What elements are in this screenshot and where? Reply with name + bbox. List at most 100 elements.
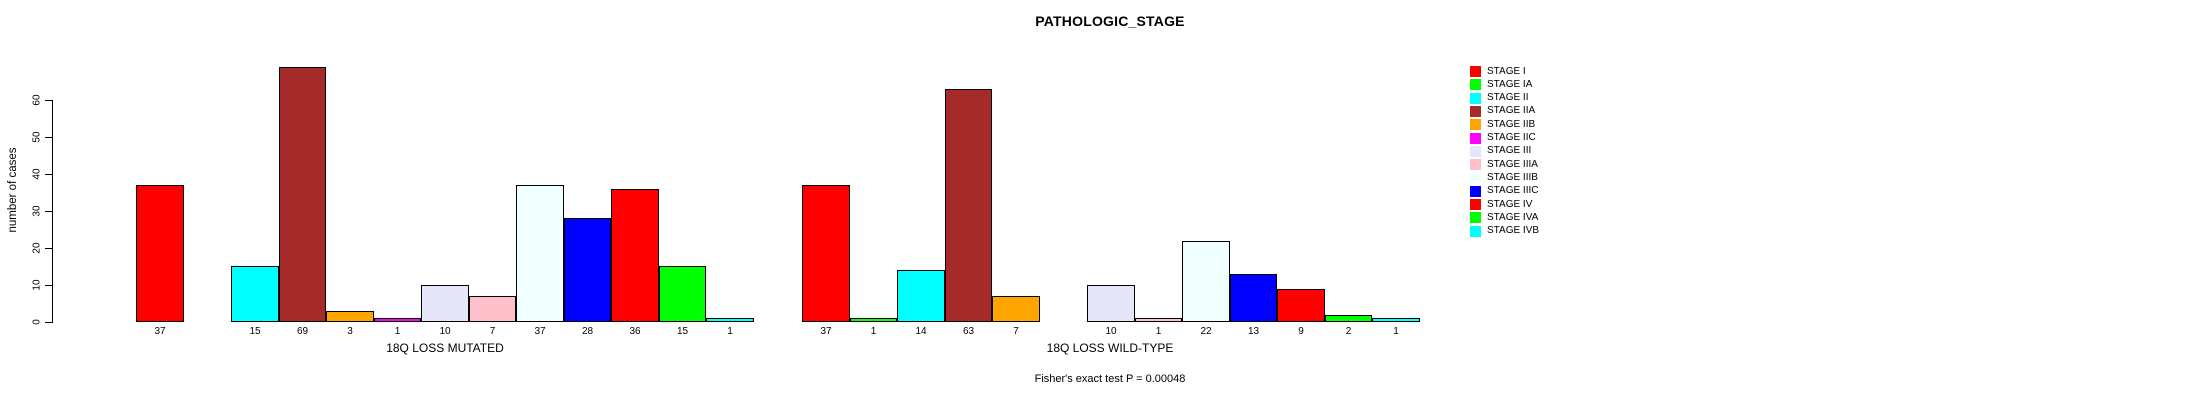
legend-item-stage-ii: STAGE II: [1470, 92, 1529, 104]
bar-value-label: 69: [296, 326, 309, 337]
legend-swatch: [1470, 212, 1481, 224]
bar-value-label: 3: [347, 326, 353, 337]
bar-stage-iiic: [563, 218, 611, 322]
legend-swatch: [1470, 172, 1481, 184]
legend-swatch: [1470, 105, 1481, 117]
x-axis-title-wild-type: 18Q LOSS WILD-TYPE: [1046, 341, 1174, 355]
legend-label: STAGE I: [1487, 65, 1526, 77]
legend-item-stage-iv: STAGE IV: [1470, 199, 1532, 211]
y-tick-mark-50: [45, 136, 52, 138]
bar-stage-iiia: [468, 296, 516, 322]
legend-item-stage-i: STAGE I: [1470, 66, 1526, 78]
y-tick-label-60: 60: [31, 94, 43, 106]
bar-stage-ia: [849, 318, 897, 322]
bar-stage-ii: [231, 266, 279, 322]
bar-stage-iva: [1324, 315, 1372, 322]
y-tick-label-30: 30: [31, 205, 43, 217]
legend-swatch: [1470, 79, 1481, 91]
legend-swatch: [1470, 119, 1481, 131]
y-tick-label-50: 50: [31, 131, 43, 143]
legend-item-stage-iib: STAGE IIB: [1470, 119, 1535, 131]
bar-value-label: 36: [629, 326, 641, 337]
y-axis-line: [52, 100, 53, 323]
bar-value-label: 7: [489, 326, 496, 337]
legend-swatch: [1470, 185, 1481, 197]
bar-value-label: 22: [1200, 326, 1212, 337]
bar-value-label: 14: [915, 326, 927, 337]
bar-value-label: 1: [1393, 326, 1399, 337]
bar-value-label: 13: [1247, 326, 1260, 337]
bar-stage-ivb: [706, 318, 754, 322]
legend-label: STAGE IV: [1487, 198, 1533, 210]
bar-value-label: 15: [676, 326, 689, 337]
bar-stage-iva: [658, 266, 706, 322]
y-tick-label-10: 10: [31, 279, 43, 291]
bar-stage-iib: [992, 296, 1040, 322]
legend-item-stage-iva: STAGE IVA: [1470, 212, 1538, 224]
legend-swatch: [1470, 199, 1481, 210]
legend-item-stage-ivb: STAGE IVB: [1470, 225, 1539, 237]
legend-label: STAGE IVA: [1487, 211, 1539, 223]
bar-stage-iv: [611, 189, 659, 322]
legend-swatch: [1470, 225, 1481, 237]
bar-value-label: 7: [1013, 326, 1019, 337]
bar-value-label: 15: [249, 326, 261, 337]
legend-swatch: [1470, 159, 1481, 171]
y-tick-label-0: 0: [31, 319, 43, 325]
bar-value-label: 1: [1155, 326, 1162, 337]
bar-value-label: 10: [1105, 326, 1117, 337]
y-tick-label-20: 20: [31, 242, 43, 254]
legend-label: STAGE IIIA: [1487, 158, 1538, 170]
legend-label: STAGE IVB: [1487, 225, 1540, 237]
legend-label: STAGE IIIB: [1487, 171, 1538, 183]
legend-item-stage-iic: STAGE IIC: [1470, 132, 1536, 144]
bar-value-label: 37: [820, 326, 832, 337]
bar-stage-iv: [1277, 289, 1325, 322]
legend-item-stage-iiic: STAGE IIIC: [1470, 185, 1539, 197]
legend-label: STAGE IIIC: [1487, 185, 1539, 197]
legend-label: STAGE IIA: [1487, 105, 1536, 117]
bar-stage-i: [802, 185, 850, 322]
figure-title: PATHOLOGIC_STAGE: [1035, 13, 1185, 29]
bar-value-label: 10: [439, 326, 451, 337]
bar-stage-i: [136, 185, 184, 322]
legend-label: STAGE IA: [1487, 78, 1533, 90]
bar-stage-iiib: [1182, 241, 1230, 322]
bar-stage-iic: [373, 318, 421, 322]
legend-item-stage-ia: STAGE IA: [1470, 79, 1532, 91]
x-axis-title-mutated: 18Q LOSS MUTATED: [386, 341, 504, 355]
y-tick-mark-60: [45, 99, 52, 101]
fisher-test-note: Fisher's exact test P = 0.00048: [1034, 373, 1186, 385]
bar-stage-iiia: [1134, 318, 1182, 322]
bar-stage-iii: [421, 285, 469, 322]
bar-stage-iii: [1087, 285, 1135, 322]
bar-stage-iiic: [1229, 274, 1277, 322]
y-tick-label-40: 40: [31, 168, 43, 180]
legend-swatch: [1470, 132, 1481, 144]
legend-swatch: [1470, 66, 1481, 77]
bar-stage-iia: [944, 89, 992, 322]
bar-value-label: 63: [962, 326, 975, 337]
bar-stage-iib: [326, 311, 374, 322]
bar-value-label: 9: [1298, 326, 1304, 337]
y-tick-mark-10: [45, 284, 52, 286]
bar-value-label: 1: [870, 326, 877, 337]
legend-item-stage-iia: STAGE IIA: [1470, 105, 1535, 117]
legend-label: STAGE II: [1487, 92, 1529, 104]
bar-stage-ivb: [1372, 318, 1420, 322]
bar-value-label: 28: [581, 326, 594, 337]
legend-label: STAGE IIC: [1487, 132, 1536, 143]
legend-item-stage-iiia: STAGE IIIA: [1470, 159, 1538, 171]
y-axis-label: number of cases: [7, 147, 19, 233]
bar-stage-iiib: [516, 185, 564, 322]
legend-label: STAGE IIB: [1487, 118, 1536, 130]
bar-value-label: 1: [727, 326, 733, 337]
bar-stage-ii: [897, 270, 945, 322]
bar-value-label: 2: [1345, 326, 1352, 337]
bar-value-label: 37: [154, 326, 166, 337]
legend-swatch: [1470, 145, 1481, 157]
legend-item-stage-iii: STAGE III: [1470, 145, 1531, 157]
y-tick-mark-40: [45, 173, 52, 175]
bar-stage-iia: [278, 67, 326, 322]
bar-value-label: 1: [394, 326, 401, 337]
